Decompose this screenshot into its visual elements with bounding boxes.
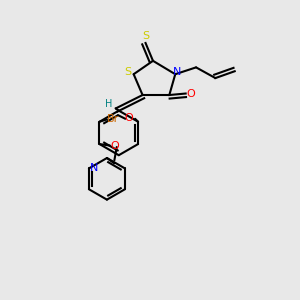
Text: O: O xyxy=(125,113,134,123)
Text: O: O xyxy=(110,140,119,151)
Text: N: N xyxy=(90,163,98,172)
Text: S: S xyxy=(125,67,132,77)
Text: S: S xyxy=(142,32,149,41)
Text: H: H xyxy=(105,99,112,109)
Text: Br: Br xyxy=(107,114,120,124)
Text: O: O xyxy=(187,88,195,98)
Text: N: N xyxy=(172,67,181,77)
